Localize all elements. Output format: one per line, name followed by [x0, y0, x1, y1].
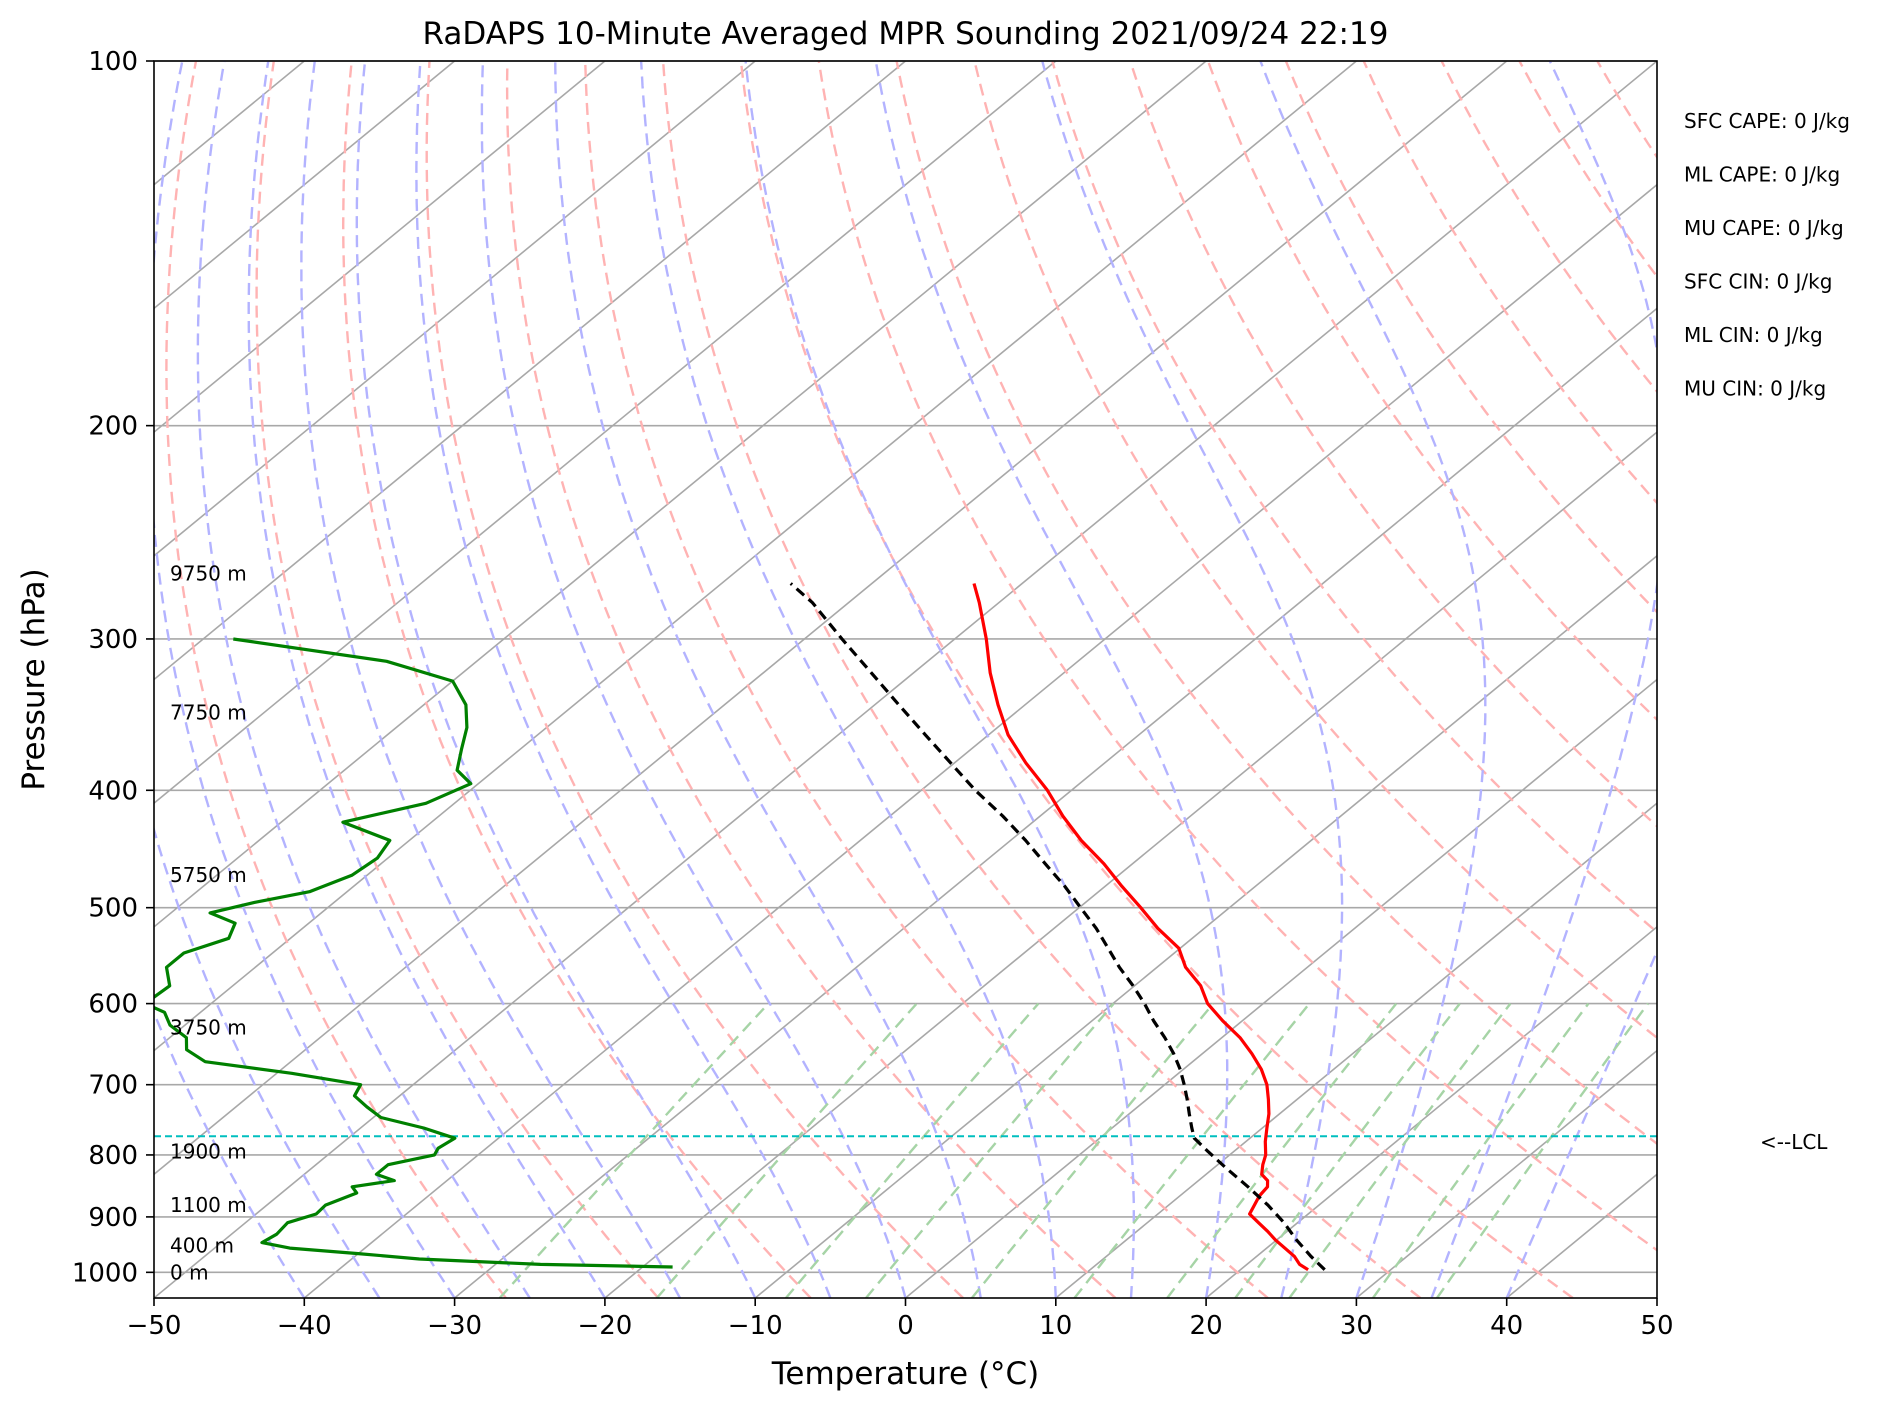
x-tick-label: 30 — [1340, 1311, 1373, 1341]
x-tick-label: −30 — [427, 1311, 482, 1341]
y-tick-label: 600 — [88, 990, 138, 1020]
y-tick-label: 500 — [88, 894, 138, 924]
x-tick-label: 40 — [1490, 1311, 1523, 1341]
x-tick-label: 10 — [1039, 1311, 1072, 1341]
index-label: SFC CIN: 0 J/kg — [1684, 270, 1832, 294]
lcl-label: <--LCL — [1760, 1130, 1828, 1154]
height-label: 1100 m — [170, 1193, 247, 1217]
y-tick-label: 1000 — [72, 1258, 138, 1288]
x-axis-label: Temperature (°C) — [771, 1356, 1040, 1392]
x-tick-label: −40 — [277, 1311, 332, 1341]
index-label: ML CAPE: 0 J/kg — [1684, 163, 1840, 187]
y-axis-label: Pressure (hPa) — [16, 568, 52, 790]
height-label: 7750 m — [170, 700, 247, 724]
height-label: 3750 m — [170, 1016, 247, 1040]
x-tick-label: −20 — [577, 1311, 632, 1341]
y-tick-label: 900 — [88, 1203, 138, 1233]
x-tick-label: −10 — [728, 1311, 783, 1341]
index-label: MU CAPE: 0 J/kg — [1684, 216, 1844, 240]
y-tick-label: 200 — [88, 412, 138, 442]
y-tick-label: 700 — [88, 1071, 138, 1101]
index-label: SFC CAPE: 0 J/kg — [1684, 109, 1850, 133]
index-label: MU CIN: 0 J/kg — [1684, 377, 1826, 401]
height-label: 1900 m — [170, 1140, 247, 1164]
y-tick-label: 800 — [88, 1141, 138, 1171]
chart-title: RaDAPS 10-Minute Averaged MPR Sounding 2… — [423, 16, 1389, 52]
height-label: 400 m — [170, 1233, 234, 1257]
height-label: 0 m — [170, 1260, 209, 1284]
y-tick-label: 100 — [88, 47, 138, 77]
x-tick-label: 20 — [1190, 1311, 1223, 1341]
y-tick-label: 400 — [88, 776, 138, 806]
x-tick-label: 50 — [1640, 1311, 1673, 1341]
height-label: 9750 m — [170, 562, 247, 586]
height-label: 5750 m — [170, 863, 247, 887]
x-tick-label: −50 — [127, 1311, 182, 1341]
y-tick-label: 300 — [88, 625, 138, 655]
index-label: ML CIN: 0 J/kg — [1684, 323, 1823, 347]
x-tick-label: 0 — [897, 1311, 914, 1341]
